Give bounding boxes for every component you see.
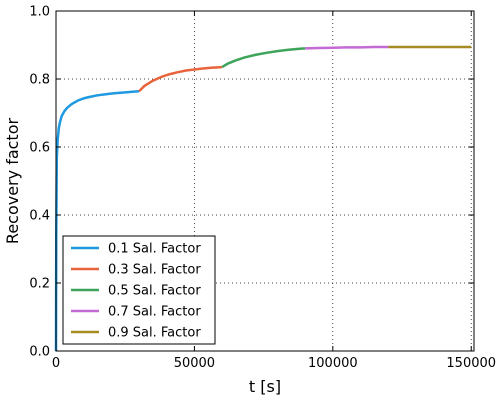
x-tick-label: 150000 (446, 356, 496, 371)
x-tick-label: 100000 (308, 356, 358, 371)
axis-ticks (55, 10, 474, 352)
tick-labels: 0 50000 100000 150000 0.0 0.2 0.4 0.6 0.8 1.0 (29, 5, 496, 372)
legend-label: 0.7 Sal. Factor (108, 305, 201, 320)
y-tick-label: 0.2 (29, 277, 50, 292)
y-tick-label: 0.8 (29, 73, 50, 88)
x-axis-label: t [s] (249, 377, 281, 396)
y-tick-label: 0.6 (29, 141, 50, 156)
x-tick-label: 0 (52, 356, 60, 371)
y-tick-label: 0.0 (29, 345, 50, 360)
legend-label: 0.5 Sal. Factor (108, 284, 201, 299)
legend-label: 0.9 Sal. Factor (108, 326, 201, 341)
series-line-4 (305, 45, 389, 50)
y-tick-label: 0.4 (29, 209, 50, 224)
series-line-1 (54, 89, 140, 352)
legend: 0.1 Sal. Factor 0.3 Sal. Factor 0.5 Sal. F… (62, 235, 216, 345)
y-tick-label: 1.0 (29, 5, 50, 20)
series-line-2 (138, 65, 223, 93)
series-line-3 (221, 47, 306, 69)
series-lines (54, 45, 472, 352)
x-tick-label: 50000 (174, 356, 215, 371)
y-axis-label: Recovery factor (3, 118, 22, 245)
legend-label: 0.1 Sal. Factor (108, 242, 201, 257)
plot-frame (55, 10, 475, 352)
legend-label: 0.3 Sal. Factor (108, 263, 201, 278)
